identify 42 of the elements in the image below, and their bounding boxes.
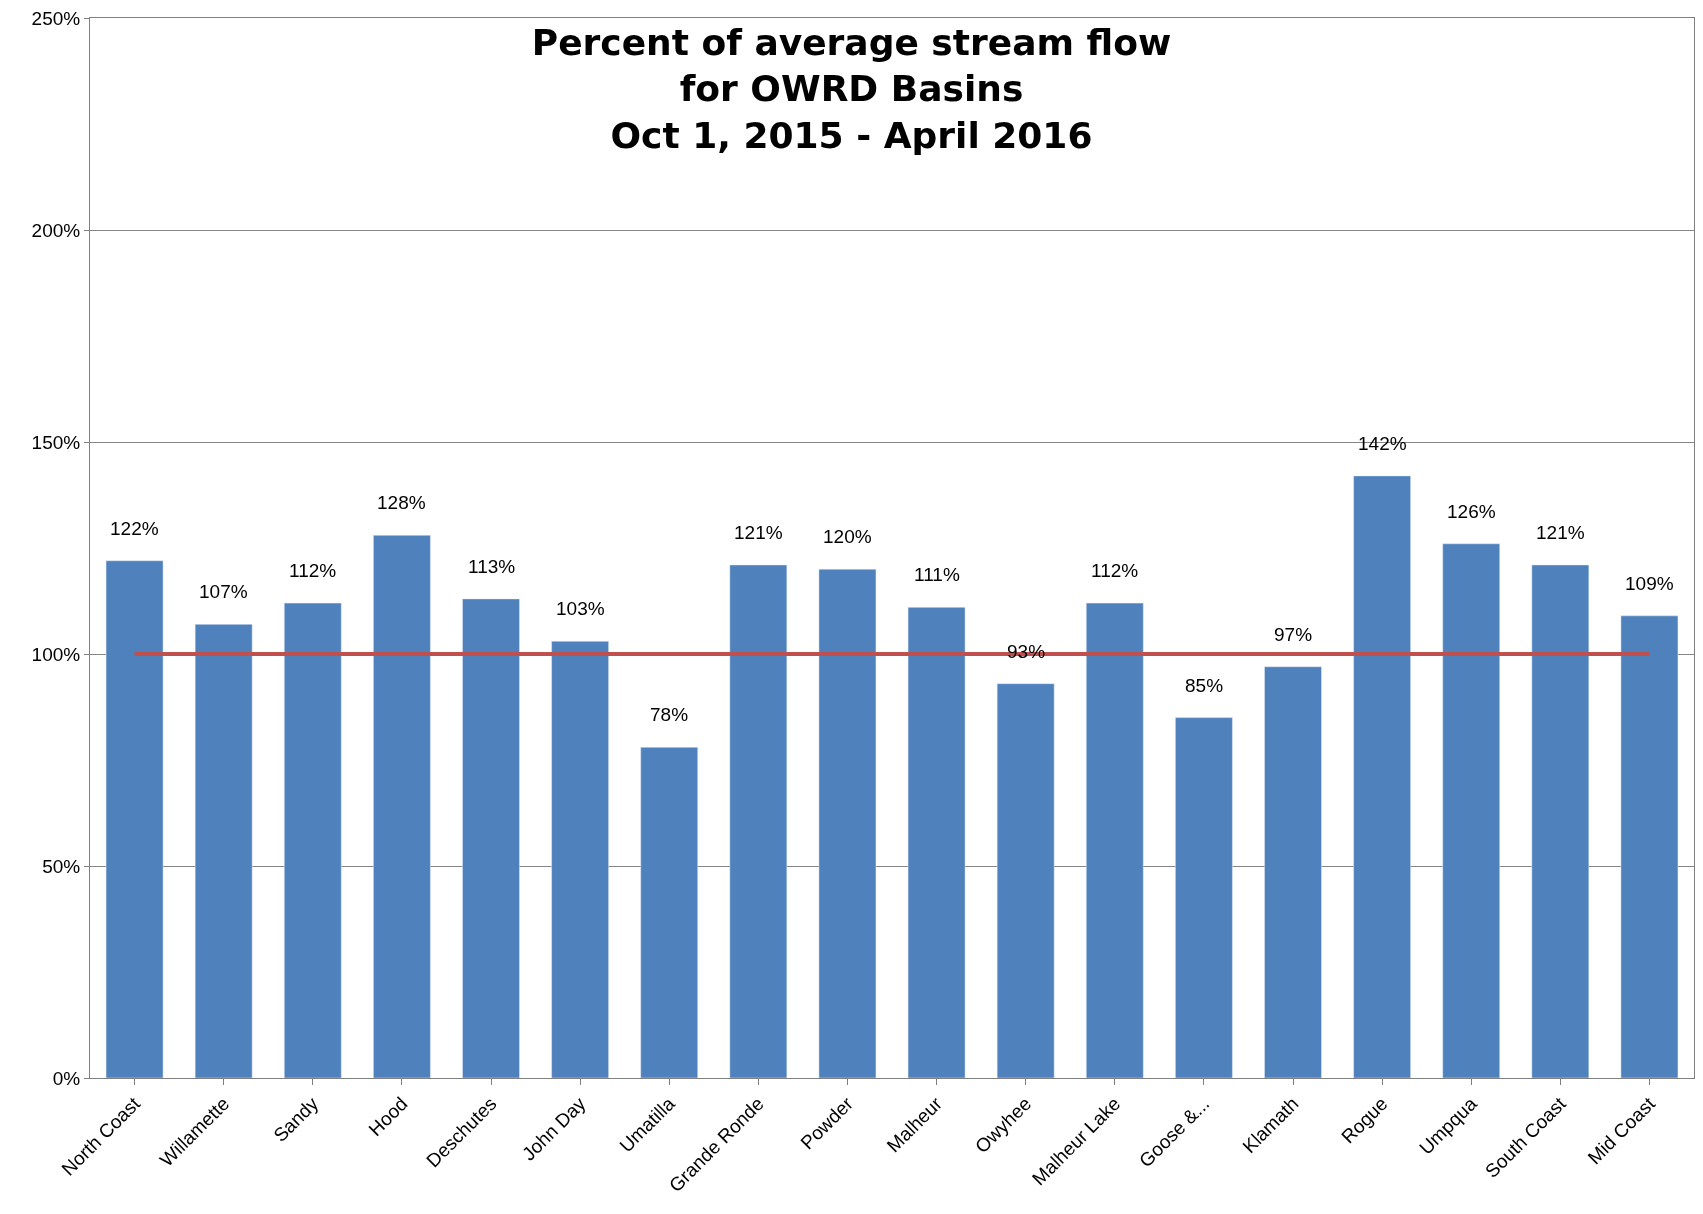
data-label: 111%: [914, 564, 960, 585]
data-label: 85%: [1185, 675, 1224, 696]
bar: [729, 564, 788, 1078]
y-tick-label: 100%: [31, 643, 81, 665]
bar: [640, 747, 698, 1078]
data-label: 121%: [1536, 522, 1585, 543]
bar: [105, 560, 164, 1078]
bar: [551, 641, 609, 1078]
bar: [373, 535, 431, 1078]
bar: [1264, 666, 1322, 1078]
bar: [996, 683, 1055, 1078]
data-label: 103%: [556, 598, 605, 619]
data-label: 126%: [1447, 501, 1496, 522]
data-label: 109%: [1625, 573, 1674, 594]
bar: [1531, 564, 1590, 1078]
bar: [818, 568, 877, 1078]
data-label: 107%: [199, 581, 248, 602]
bar: [1442, 543, 1500, 1078]
data-label: 112%: [289, 560, 337, 581]
bar: [284, 602, 342, 1078]
bar: [1620, 615, 1679, 1078]
y-tick-label: 150%: [31, 431, 81, 453]
text: Percent of average stream flow for OWRD Basins Oct 1, 2015 - April 2016: [531, 21, 1172, 157]
data-label: 128%: [377, 492, 426, 513]
data-label: 120%: [823, 526, 872, 547]
bar: [1353, 475, 1411, 1078]
data-label: 113%: [468, 556, 516, 577]
y-tick-label: 0%: [52, 1067, 81, 1089]
bar: [1086, 602, 1144, 1078]
data-label: 121%: [734, 522, 783, 543]
bar: [1175, 717, 1233, 1078]
bar: [462, 598, 520, 1078]
data-label: 78%: [650, 704, 689, 725]
data-label: 142%: [1358, 433, 1407, 454]
data-label: 122%: [110, 518, 159, 539]
y-tick-label: 250%: [31, 7, 81, 29]
bar: [907, 607, 966, 1078]
bar: [194, 624, 253, 1078]
data-label: 97%: [1274, 624, 1313, 645]
y-tick-label: 200%: [31, 219, 81, 241]
data-label: 112%: [1091, 560, 1139, 581]
y-tick-label: 50%: [42, 855, 81, 877]
